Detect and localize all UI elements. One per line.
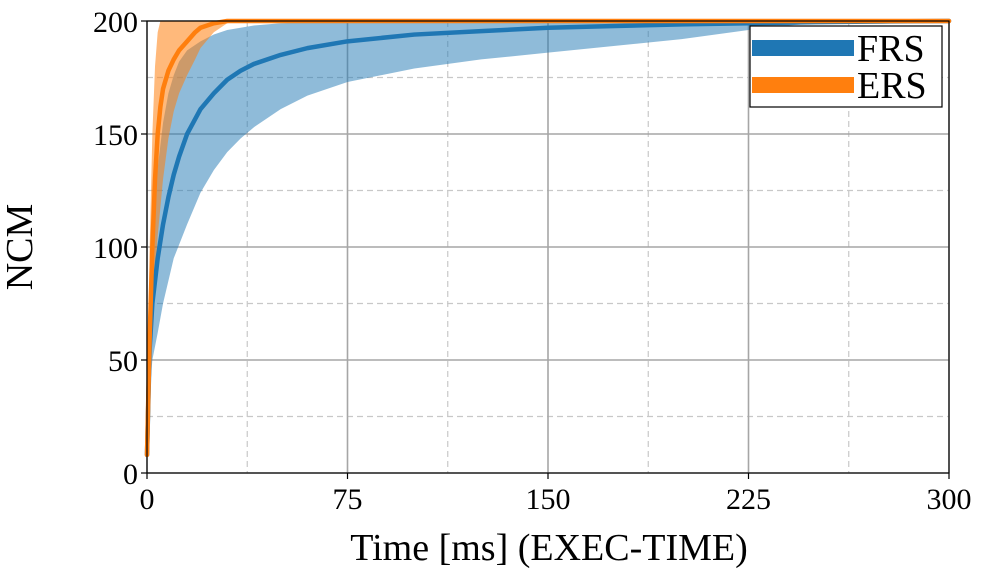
axis-ticks: 0 75 150 225 300 0 50 100 150 200 (93, 6, 972, 516)
x-tick-label: 150 (526, 483, 571, 516)
line-ers (144, 18, 952, 458)
x-tick-label: 300 (927, 483, 972, 516)
y-tick-label: 0 (123, 458, 138, 491)
y-tick-label: 100 (93, 232, 138, 265)
x-axis-label: Time [ms] (EXEC-TIME) (350, 527, 748, 569)
y-tick-label: 50 (108, 345, 138, 378)
line-frs (144, 18, 952, 458)
x-tick-label: 0 (140, 483, 155, 516)
legend-label-frs: FRS (857, 28, 925, 70)
y-tick-label: 150 (93, 119, 138, 152)
y-tick-label: 200 (93, 6, 138, 39)
x-tick-label: 75 (333, 483, 363, 516)
confidence-bands (147, 21, 949, 455)
series-lines (144, 18, 952, 458)
y-axis-label: NCM (0, 204, 41, 291)
legend-label-ers: ERS (857, 65, 927, 107)
x-tick-label: 225 (726, 483, 771, 516)
legend-box (749, 25, 943, 108)
band-frs (147, 21, 949, 455)
